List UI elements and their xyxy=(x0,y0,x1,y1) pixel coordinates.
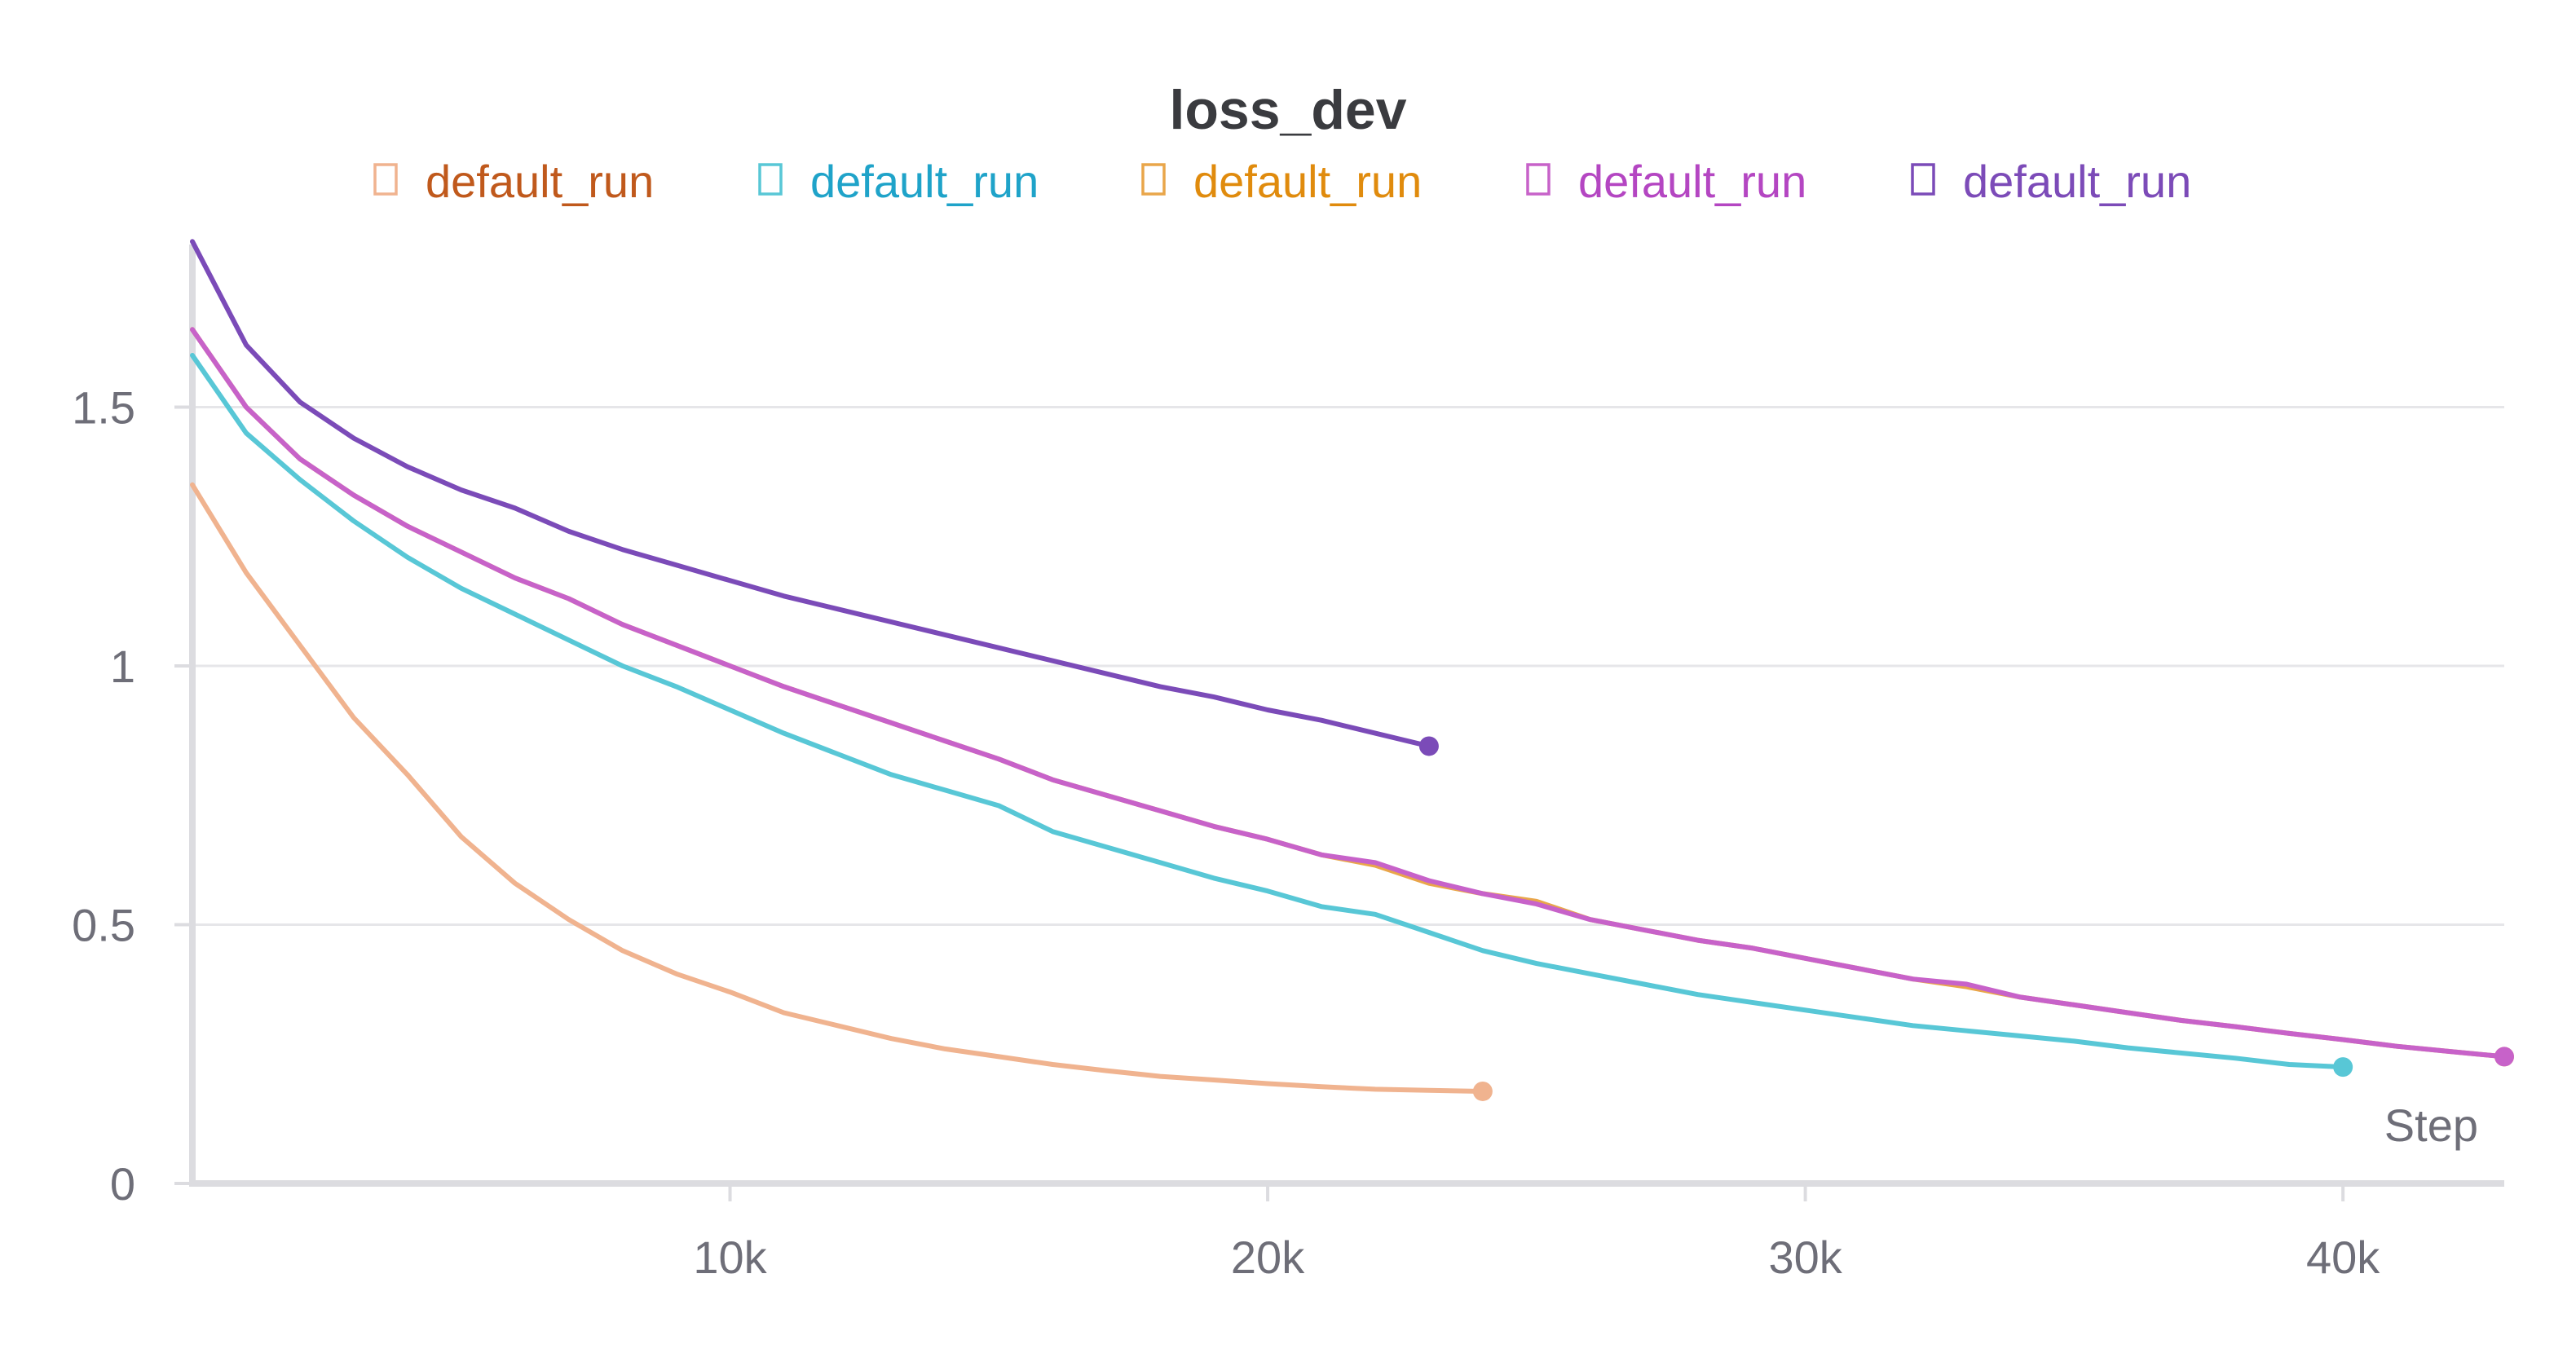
x-tick-label: 20k xyxy=(1231,1232,1305,1283)
legend-swatch-icon xyxy=(758,163,783,196)
series-end-point-1[interactable] xyxy=(1472,1081,1493,1101)
series-line-2[interactable] xyxy=(190,353,2346,1070)
axes xyxy=(174,245,2504,1201)
x-tick-label: 30k xyxy=(1768,1232,1842,1283)
tick-labels: 0 0.5 1 1.5 10k 20k 30k 40k xyxy=(72,382,2380,1283)
y-tick-label: 0.5 xyxy=(72,900,135,951)
y-tick-label: 1.5 xyxy=(72,382,135,434)
x-axis-title: Step xyxy=(2384,1100,2478,1151)
series-line-3[interactable] xyxy=(190,327,2507,1060)
legend-item-1[interactable]: default_run xyxy=(373,156,654,207)
legend-swatch-icon xyxy=(1141,163,1166,196)
legend-label: default_run xyxy=(426,156,654,207)
series-end-point-5[interactable] xyxy=(1418,736,1439,756)
series-line-4[interactable] xyxy=(190,327,2507,1060)
x-tick-label: 10k xyxy=(693,1232,767,1283)
y-tick-label: 1 xyxy=(110,641,135,692)
legend-item-5[interactable]: default_run xyxy=(1911,156,2191,207)
legend-swatch-icon xyxy=(1526,163,1550,196)
legend-label: default_run xyxy=(1193,156,1422,207)
legend[interactable]: default_run default_run default_run default… xyxy=(373,156,2191,207)
series-lines xyxy=(190,239,2514,1101)
legend-item-2[interactable]: default_run xyxy=(758,156,1039,207)
legend-item-3[interactable]: default_run xyxy=(1141,156,1422,207)
series-line-5[interactable] xyxy=(190,239,1431,749)
legend-label: default_run xyxy=(1963,156,2191,207)
series-end-point-4[interactable] xyxy=(2494,1047,2514,1067)
series-end-point-2[interactable] xyxy=(2333,1057,2353,1078)
x-tick-label: 40k xyxy=(2306,1232,2380,1283)
gridlines xyxy=(192,406,2504,927)
legend-label: default_run xyxy=(810,156,1039,207)
legend-swatch-icon xyxy=(373,163,398,196)
chart-title: loss_dev xyxy=(1169,79,1406,141)
legend-item-4[interactable]: default_run xyxy=(1526,156,1806,207)
legend-label: default_run xyxy=(1578,156,1806,207)
series-line-1[interactable] xyxy=(190,482,1485,1094)
legend-swatch-icon xyxy=(1911,163,1935,196)
y-tick-label: 0 xyxy=(110,1158,135,1210)
